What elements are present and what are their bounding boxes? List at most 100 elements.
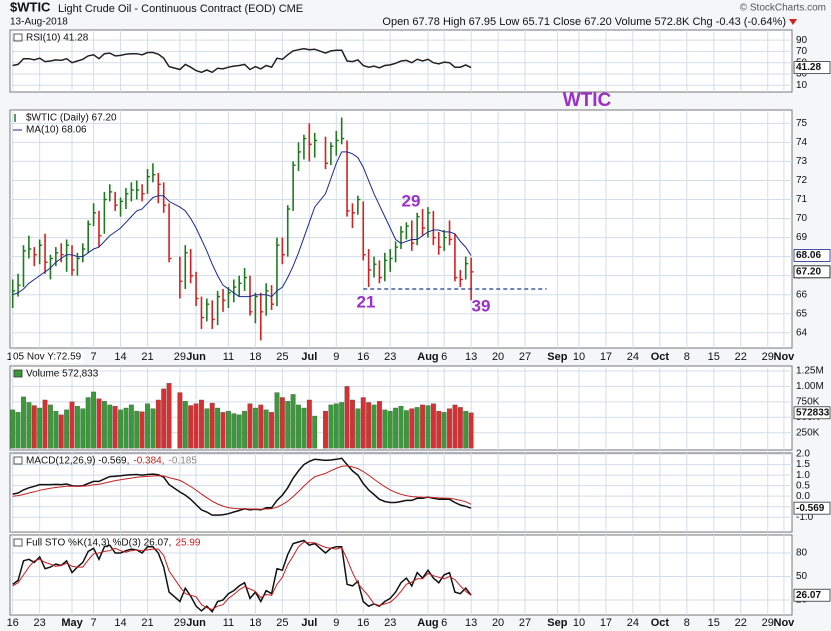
- volume-bar: [355, 408, 361, 449]
- down-arrow: [789, 19, 797, 25]
- x-tick-label: 21: [141, 617, 153, 629]
- x-tick-label: Sep: [547, 617, 567, 629]
- volume-bar: [398, 405, 404, 449]
- volume-bar: [452, 404, 458, 449]
- volume-bar: [21, 396, 26, 449]
- legend-icon: [13, 33, 23, 42]
- y-tick-label: 74: [796, 137, 808, 148]
- volume-bar: [199, 399, 204, 449]
- volume-bar: [269, 412, 274, 449]
- x-tick-label: 24: [627, 351, 639, 363]
- x-tick-label: 7: [91, 351, 97, 363]
- value-box-label: 26.07: [796, 590, 821, 601]
- x-tick-label: 27: [519, 351, 531, 363]
- volume-bar: [96, 398, 102, 449]
- panel-frame: [9, 452, 793, 533]
- volume-bar: [231, 413, 237, 449]
- value-box: [793, 61, 831, 75]
- volume-bar: [301, 407, 307, 449]
- x-tick-label: 20: [492, 617, 504, 629]
- volume-bar: [279, 397, 285, 449]
- volume-bar: [139, 411, 145, 449]
- value-box-label: 41.28: [796, 62, 821, 73]
- annotation: 21: [357, 292, 376, 311]
- x-tick-label: 24: [627, 617, 639, 629]
- volume-bar: [258, 404, 264, 449]
- x-tick-label: 29: [174, 351, 186, 363]
- volume-bar: [457, 407, 463, 449]
- x-tick-label: Jul: [301, 351, 317, 363]
- volume-bar: [150, 408, 156, 449]
- brand: © StockCharts.com: [740, 3, 826, 14]
- y-tick-label: 65: [796, 308, 808, 319]
- y-tick-label: 250K: [796, 427, 820, 438]
- volume-bar: [350, 399, 355, 449]
- y-tick-label: 10: [796, 80, 808, 91]
- x-tick-label: Jul: [301, 617, 317, 629]
- y-tick-label: 50: [796, 571, 808, 582]
- symbol: $WTIC: [10, 0, 51, 14]
- volume-bar: [204, 408, 210, 449]
- legend-icon: [13, 538, 23, 547]
- x-tick-label: 18: [249, 617, 261, 629]
- x-tick-label: Oct: [651, 617, 670, 629]
- volume-bar: [155, 399, 161, 449]
- volume-bar: [220, 412, 226, 449]
- volume-bar: [226, 410, 231, 449]
- legend-label: -0.185: [169, 456, 198, 467]
- x-tick-label: 21: [141, 351, 153, 363]
- value-box-label: 572833: [796, 407, 830, 418]
- y-tick-label: -1.0: [796, 512, 814, 523]
- volume-bar: [48, 404, 53, 449]
- volume-bar: [215, 407, 221, 449]
- x-tick-label: 29: [762, 351, 774, 363]
- x-tick-label: 10: [573, 617, 585, 629]
- volume-bar: [360, 397, 366, 449]
- volume-bar: [328, 404, 334, 449]
- volume-bar: [393, 407, 399, 449]
- volume-bar: [339, 402, 345, 449]
- volume-bar: [236, 414, 242, 449]
- series-line: [12, 151, 472, 298]
- volume-bar: [107, 404, 113, 449]
- x-tick-label: 10: [573, 351, 585, 363]
- x-tick-label: 8: [684, 351, 690, 363]
- x-tick-label: Jun: [186, 351, 206, 363]
- volume-bar: [42, 399, 48, 449]
- legend-label: Volume 572,833: [26, 369, 99, 380]
- legend-icon: [13, 369, 23, 378]
- volume-bar: [26, 402, 32, 449]
- x-tick-label: 11: [223, 617, 234, 629]
- x-tick-label: 25: [276, 617, 288, 629]
- volume-bar: [252, 407, 258, 449]
- x-tick-label: Aug: [417, 351, 438, 363]
- y-tick-label: 1.5: [796, 459, 810, 470]
- volume-bar: [69, 401, 75, 449]
- volume-bar: [323, 410, 328, 449]
- x-tick-label: 9: [333, 617, 339, 629]
- volume-bar: [134, 410, 140, 449]
- volume-bar: [128, 404, 134, 449]
- volume-bar: [468, 412, 474, 449]
- legend-label: MA(10) 68.06: [26, 125, 87, 136]
- volume-bar: [274, 392, 280, 449]
- annotation: WTIC: [563, 90, 612, 111]
- x-tick-label: 14: [114, 617, 126, 629]
- x-tick-label: 6: [441, 617, 447, 629]
- y-tick-label: 72: [796, 175, 808, 186]
- volume-bar: [285, 401, 291, 449]
- x-tick-label: 16: [357, 617, 369, 629]
- x-tick-label: 14: [114, 351, 126, 363]
- x-tick-label: 17: [600, 617, 612, 629]
- hover-box: [11, 351, 83, 363]
- volume-bar: [366, 402, 372, 449]
- volume-bar: [15, 412, 21, 449]
- annotation: 29: [402, 191, 421, 210]
- volume-bar: [58, 414, 64, 449]
- volume-bar: [85, 397, 91, 449]
- value-box: [793, 265, 831, 279]
- y-tick-label: 90: [796, 35, 808, 46]
- y-tick-label: 80: [796, 548, 808, 559]
- volume-bar: [112, 405, 118, 449]
